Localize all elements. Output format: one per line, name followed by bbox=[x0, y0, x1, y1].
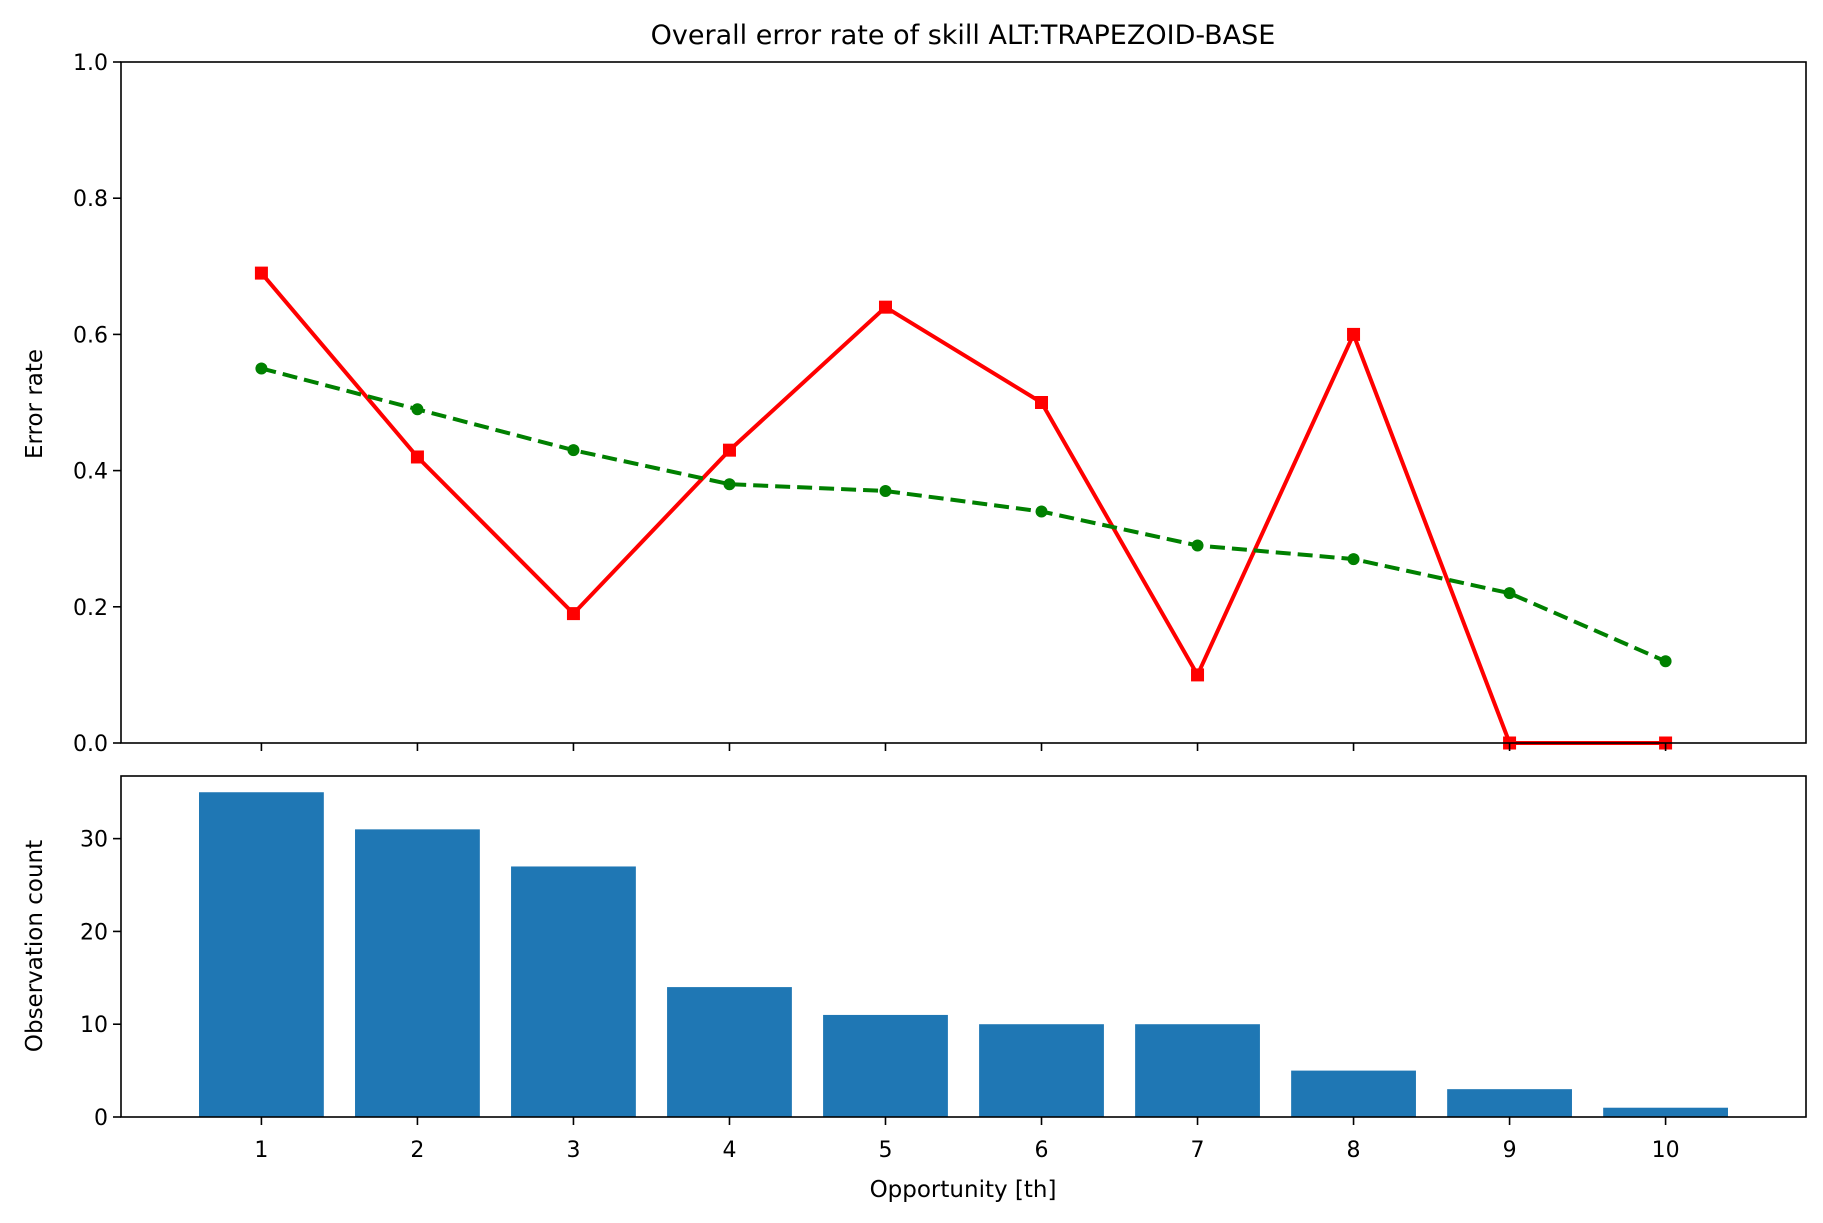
x-tick-label: 3 bbox=[566, 1138, 580, 1163]
x-axis-label-opportunity: Opportunity [th] bbox=[870, 1177, 1057, 1203]
bar-opportunity-10 bbox=[1603, 1107, 1728, 1117]
x-tick-label: 10 bbox=[1652, 1138, 1680, 1163]
data-point-square-marker bbox=[254, 266, 268, 280]
data-point-circle-marker bbox=[1347, 553, 1360, 566]
bar-series-group bbox=[199, 792, 1728, 1117]
x-tick-label: 2 bbox=[410, 1138, 424, 1163]
data-point-square-marker bbox=[722, 443, 736, 457]
data-point-circle-marker bbox=[1659, 655, 1672, 668]
y-tick-label: 20 bbox=[80, 920, 108, 945]
x-axis-ticks-bottom: 1 2 3 4 5 6 7 8 9 10 bbox=[254, 1117, 1680, 1163]
bar-opportunity-7 bbox=[1135, 1024, 1260, 1117]
chart-title: Overall error rate of skill ALT:TRAPEZOI… bbox=[651, 20, 1276, 51]
y-tick-label: 10 bbox=[80, 1013, 108, 1038]
x-tick-label: 6 bbox=[1035, 1138, 1049, 1163]
y-axis-ticks-bottom: 0 10 20 30 bbox=[80, 828, 121, 1131]
data-point-square-marker bbox=[1191, 668, 1205, 682]
x-tick-label: 1 bbox=[254, 1138, 268, 1163]
bar-opportunity-5 bbox=[823, 1014, 948, 1117]
series-line-2 bbox=[260, 366, 1667, 664]
data-point-square-marker bbox=[1035, 396, 1049, 409]
data-point-circle-marker bbox=[1503, 587, 1516, 600]
data-point-square-marker bbox=[878, 300, 892, 314]
y-axis-label-error-rate: Error rate bbox=[22, 349, 48, 459]
data-point-circle-marker bbox=[1035, 505, 1048, 518]
x-tick-label: 4 bbox=[722, 1138, 736, 1163]
error-rate-plot-frame bbox=[120, 61, 1807, 744]
y-axis-ticks-top: 0.0 0.2 0.4 0.6 0.8 1.0 bbox=[73, 51, 121, 757]
y-tick-label: 1.0 bbox=[73, 51, 108, 76]
y-tick-label: 30 bbox=[80, 828, 108, 853]
bar-opportunity-8 bbox=[1291, 1070, 1416, 1117]
bar-opportunity-3 bbox=[511, 866, 636, 1117]
bar-opportunity-2 bbox=[355, 829, 480, 1117]
data-point-square-marker bbox=[410, 450, 424, 464]
observation-count-panel: Observation count Opportunity [th] 01020… bbox=[22, 775, 1807, 1203]
bar-opportunity-6 bbox=[979, 1024, 1104, 1117]
y-tick-label: 0.4 bbox=[73, 460, 108, 485]
y-tick-label: 0 bbox=[94, 1106, 108, 1131]
y-tick-label: 0.8 bbox=[73, 187, 108, 212]
y-tick-label: 0.0 bbox=[73, 732, 108, 757]
data-point-circle-marker bbox=[1191, 539, 1204, 552]
data-point-square-marker bbox=[1347, 327, 1361, 341]
y-axis-label-observation-count: Observation count bbox=[22, 840, 48, 1052]
observation-count-plot-frame bbox=[120, 775, 1807, 1118]
data-point-circle-marker bbox=[879, 485, 892, 498]
bar-opportunity-1 bbox=[199, 792, 324, 1117]
y-tick-label: 0.6 bbox=[73, 323, 108, 348]
data-point-square-marker bbox=[566, 607, 580, 621]
bar-opportunity-4 bbox=[667, 987, 792, 1117]
x-axis-ticks-top bbox=[260, 743, 1667, 751]
data-point-circle-marker bbox=[411, 403, 424, 416]
bar-opportunity-9 bbox=[1447, 1089, 1572, 1117]
error-rate-panel: Overall error rate of skill ALT:TRAPEZOI… bbox=[22, 20, 1807, 757]
series-line-1 bbox=[259, 271, 1666, 745]
data-point-circle-marker bbox=[723, 478, 736, 491]
x-tick-label: 5 bbox=[878, 1138, 892, 1163]
line-series-group bbox=[254, 266, 1673, 750]
x-tick-label: 7 bbox=[1191, 1138, 1205, 1163]
data-point-circle-marker bbox=[567, 444, 580, 457]
y-tick-label: 0.2 bbox=[73, 596, 108, 621]
x-tick-label: 8 bbox=[1347, 1138, 1361, 1163]
data-point-circle-marker bbox=[255, 362, 268, 375]
x-tick-label: 9 bbox=[1503, 1138, 1517, 1163]
